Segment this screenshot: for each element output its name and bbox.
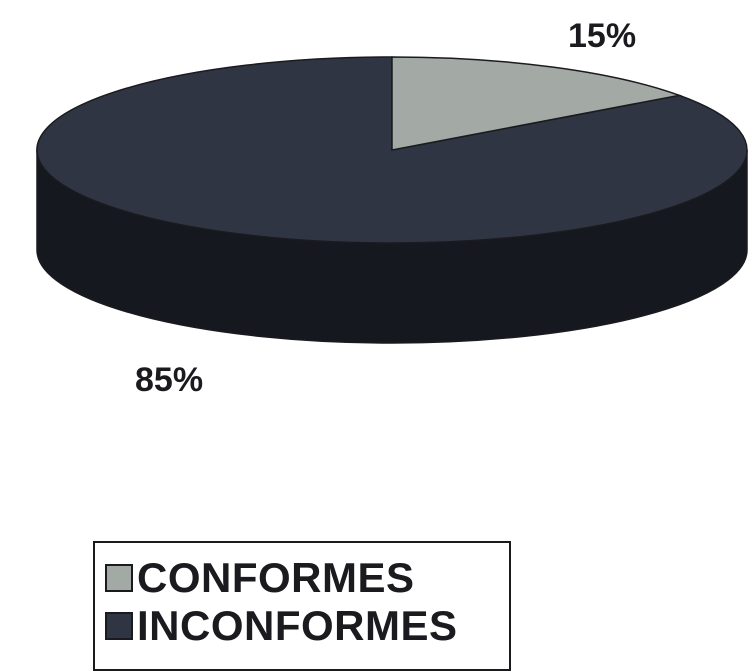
legend-item-inconformes: INCONFORMES [105, 605, 458, 647]
data-label-conformes: 15% [568, 17, 636, 55]
legend-swatch-conformes [105, 564, 133, 592]
data-label-inconformes: 85% [135, 361, 203, 399]
pie-chart: 15% 85% [36, 17, 748, 399]
legend-label-conformes: CONFORMES [137, 554, 415, 601]
pie-slice-conformes [391, 56, 683, 151]
legend-item-conformes: CONFORMES [105, 557, 415, 599]
legend-label-inconformes: INCONFORMES [137, 602, 458, 649]
legend-swatch-inconformes [105, 612, 133, 640]
chart-legend: CONFORMES INCONFORMES [93, 541, 511, 671]
